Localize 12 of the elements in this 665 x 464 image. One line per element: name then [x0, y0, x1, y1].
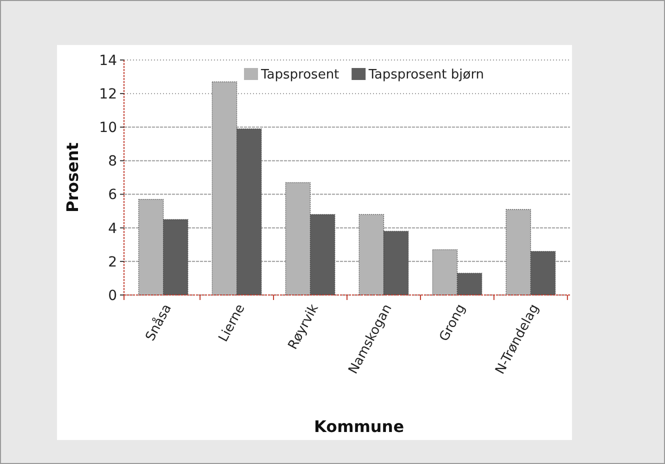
- legend-label: Tapsprosent: [260, 68, 340, 83]
- x-axis-title: Kommune: [314, 417, 404, 436]
- legend-label: Tapsprosent bjørn: [368, 68, 484, 83]
- y-tick-label: 6: [108, 187, 118, 204]
- y-tick-label: 12: [99, 86, 117, 102]
- y-tick-label: 14: [99, 52, 118, 69]
- y-tick-label: 8: [108, 154, 117, 170]
- y-tick-label: 2: [108, 254, 117, 270]
- y-axis-title: Prosent: [63, 142, 82, 213]
- y-tick-label: 4: [108, 220, 118, 237]
- y-tick-label: 0: [108, 288, 117, 304]
- y-tick-label: 10: [99, 120, 117, 136]
